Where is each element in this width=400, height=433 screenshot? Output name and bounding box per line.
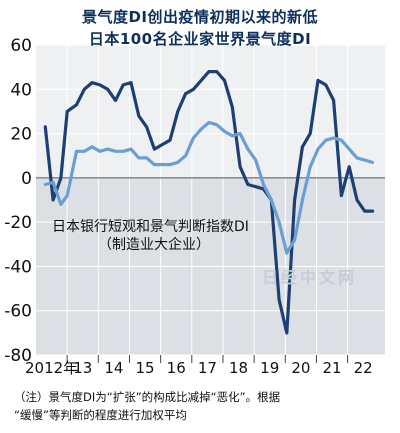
y-tick-label: 60 [10, 36, 32, 56]
chart-title: 景气度DI创出疫情初期以来的新低 [81, 8, 319, 26]
x-tick-label: 19 [260, 359, 279, 377]
x-tick-label: 2012年 [25, 359, 78, 377]
x-tick-label: 17 [198, 359, 217, 377]
y-tick-label: 20 [10, 125, 32, 145]
x-tick-label: 15 [136, 359, 155, 377]
x-tick-label: 21 [322, 359, 341, 377]
x-tick-label: 20 [291, 359, 310, 377]
footnote-line-2: “缓慢”等判断的程度进行加权平均 [14, 408, 187, 422]
y-tick-label: -60 [4, 302, 32, 322]
y-tick-label: -20 [4, 213, 32, 233]
y-tick-label: 0 [21, 169, 32, 189]
series-label-sub: （制造业大企业） [98, 236, 210, 253]
x-tick-label: 14 [104, 359, 123, 377]
watermark: 日经中文网 [262, 268, 357, 287]
y-tick-label: -80 [4, 346, 32, 366]
series-line-tankan-di [43, 120, 375, 255]
chart-subtitle: 日本100名企业家世界景气度DI [88, 30, 312, 48]
x-tick-label: 18 [229, 359, 248, 377]
x-tick-label: 22 [354, 359, 373, 377]
series-line-world-di [43, 70, 375, 335]
x-tick-label: 13 [73, 359, 92, 377]
y-tick-label: -40 [4, 257, 32, 277]
series-label: 日本银行短观和景气判断指数DI [52, 219, 249, 235]
footnote-line-1: （注）景气度DI为“扩张”的构成比减掉“恶化”。根据 [14, 390, 281, 404]
x-tick-label: 16 [167, 359, 186, 377]
y-tick-label: 40 [10, 80, 32, 100]
